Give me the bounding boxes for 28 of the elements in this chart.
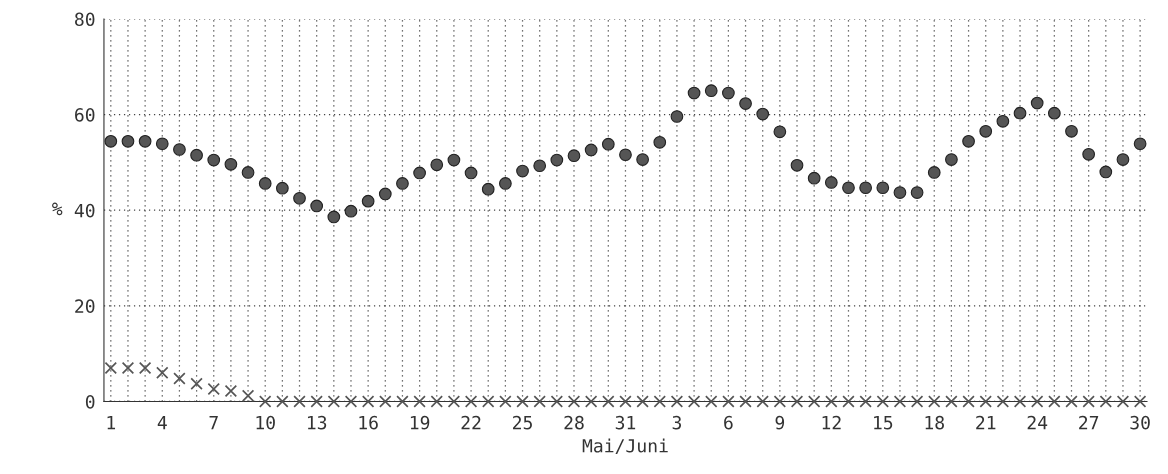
x-tick-label: 4 — [157, 416, 167, 430]
x-tick-label: 10 — [256, 415, 275, 430]
y-tick-label: 20 — [75, 299, 95, 314]
x-axis-title: Mai/Juni — [582, 438, 668, 454]
x-tick-label: 9 — [775, 415, 785, 430]
x-tick-label: 21 — [976, 415, 996, 430]
y-tick-label: 0 — [85, 394, 95, 409]
x-tick-label: 24 — [1027, 415, 1048, 430]
x-tick-label: 1 — [107, 416, 116, 430]
x-tick-label: 15 — [874, 416, 893, 430]
x-tick-label: 6 — [724, 415, 733, 430]
y-tick-label: 60 — [75, 108, 95, 122]
x-tick-label: 31 — [615, 415, 636, 430]
x-tick-label: 22 — [461, 415, 481, 430]
y-tick-label: 80 — [75, 12, 95, 27]
y-axis-title: % — [52, 202, 63, 216]
x-tick-label: 3 — [672, 415, 682, 430]
x-tick-label: 27 — [1079, 415, 1099, 430]
x-tick-label: 13 — [307, 415, 327, 430]
x-tick-label: 7 — [209, 416, 218, 430]
x-tick-label: 18 — [925, 415, 944, 430]
x-tick-label: 19 — [410, 415, 430, 430]
x-tick-label: 12 — [822, 415, 841, 430]
x-tick-label: 30 — [1130, 415, 1150, 430]
x-tick-label: 28 — [564, 415, 584, 430]
x-tick-label: 16 — [359, 415, 378, 430]
x-tick-label: 25 — [513, 415, 532, 430]
y-tick-label: 40 — [74, 203, 95, 218]
